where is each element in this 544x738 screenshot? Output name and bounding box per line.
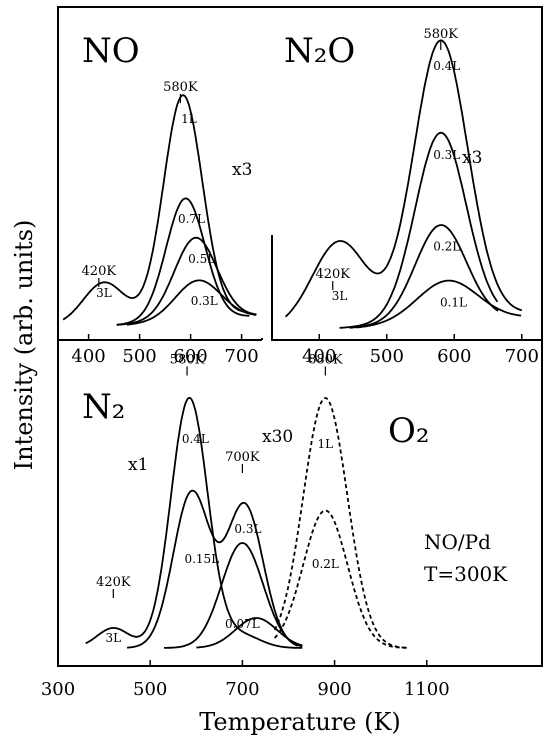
o2-multiplier: x30: [262, 427, 293, 447]
n2o-panel-axis: [271, 235, 542, 341]
panel-1-curve-2: [349, 224, 499, 329]
outer-frame: [57, 6, 543, 667]
panel-0-tick-label-1: 500: [122, 346, 156, 367]
panel-1-series-label-3L: 3L: [332, 289, 348, 303]
panel-2-curve-1: [127, 489, 298, 649]
panel-2-series-label-4: 1L: [318, 437, 334, 451]
panel-1-curve-3: [356, 279, 522, 329]
panel-0-tick-label-3: 700: [224, 346, 258, 367]
panel-2-series-label-5: 0.2L: [312, 557, 339, 571]
panel-2-series-label-2: 0.15L: [184, 552, 219, 566]
panel-0-curve-1: [116, 197, 250, 326]
panel-2-peak-label-1: 700K: [225, 450, 260, 465]
panel-1-tick-label-2: 600: [437, 346, 471, 367]
o2-title: O₂: [388, 411, 430, 451]
no-multiplier: x3: [232, 160, 252, 180]
panel-0-series-label-3L: 3L: [96, 286, 112, 300]
n2-title: N₂: [82, 387, 125, 427]
panel-1-curve-0: [284, 39, 523, 318]
panel-0-series-label-0: 1L: [181, 112, 197, 126]
panel-0-series-label-3: 0.3L: [191, 294, 218, 308]
panel-1-series-label-2: 0.2L: [433, 240, 460, 254]
no-title: NO: [82, 31, 140, 71]
panel-1-series-label-0: 0.4L: [433, 59, 460, 73]
panel-2-curve-2: [164, 542, 303, 649]
panel-1-curve-1: [339, 131, 499, 329]
panel-1-tick-label-3: 700: [505, 346, 539, 367]
panel-2-tick-label-1: 500: [133, 679, 167, 700]
panel-2-curve-3: [196, 617, 303, 649]
panel-2-peak-label-3: 880K: [308, 353, 343, 368]
panel-1-series-label-3: 0.1L: [440, 295, 467, 309]
panel-0-curve-2: [116, 236, 257, 326]
panel-0-series-label-1: 0.7L: [178, 212, 205, 226]
panel-0-series-label-2: 0.5L: [188, 252, 215, 266]
panel-2-series-label-6: 3L: [106, 631, 122, 645]
panel-1-tick-label-0: 400: [302, 346, 336, 367]
condition-line-2: T=300K: [424, 562, 508, 586]
panel-2-curve-4: [273, 397, 409, 649]
panel-0-tick-label-0: 400: [71, 346, 105, 367]
condition-line-1: NO/Pd: [424, 530, 491, 554]
panel-1-series-label-1: 0.3L: [433, 148, 460, 162]
panel-2-tick-label-3: 900: [317, 679, 351, 700]
n2-multiplier: x1: [128, 455, 148, 475]
panel-1-peak-label-0: 580K: [423, 27, 458, 42]
panel-2-tick-label-4: 1100: [404, 679, 450, 700]
panel-0-peak-label-1: 420K: [82, 264, 117, 279]
panel-0-curve-3: [126, 279, 257, 326]
panel-2-curve-5: [273, 509, 409, 649]
panel-1-tick-label-1: 500: [370, 346, 404, 367]
n2o-multiplier: x3: [462, 148, 482, 168]
x-axis-label: Temperature (K): [199, 708, 401, 736]
panel-2-series-label-1: 0.3L: [234, 522, 261, 536]
panel-2-series-label-3: 0.07L: [225, 617, 260, 631]
panel-2-curve-0: [85, 397, 303, 649]
n2o-title: N₂O: [284, 31, 355, 71]
panel-2-tick-label-0: 300: [41, 679, 75, 700]
panel-1-peak-label-1: 420K: [315, 267, 350, 282]
panel-0-curve-0: [62, 94, 244, 321]
panel-0-tick-label-2: 600: [173, 346, 207, 367]
panel-0-peak-label-0: 580K: [163, 80, 198, 95]
panel-2-series-label-0: 0.4L: [182, 432, 209, 446]
panel-2-tick-label-2: 700: [225, 679, 259, 700]
y-axis-label: Intensity (arb. units): [10, 220, 38, 471]
panel-2-peak-label-2: 420K: [96, 575, 131, 590]
panel-2-peak-label-0: 580K: [170, 353, 205, 368]
